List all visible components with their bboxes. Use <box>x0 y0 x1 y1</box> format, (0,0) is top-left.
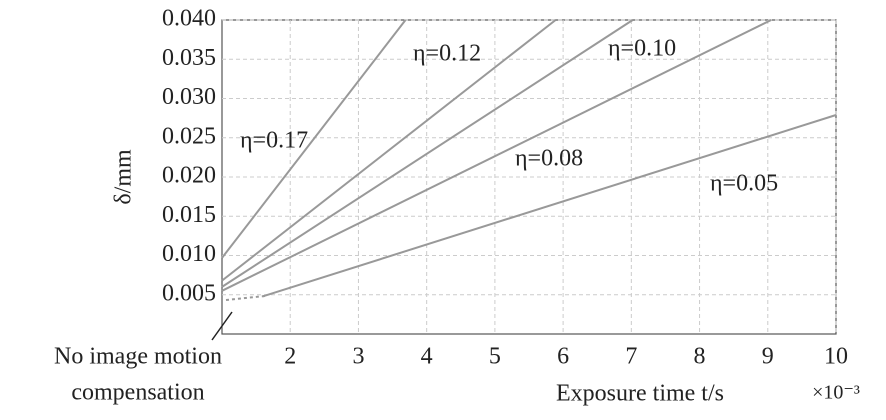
x-tick-label: 8 <box>694 344 706 370</box>
y-tick-label: 0.040 <box>162 6 216 32</box>
x-tick-label: 4 <box>421 344 433 370</box>
y-tick-label: 0.035 <box>162 45 216 71</box>
y-tick-label: 0.010 <box>162 241 216 267</box>
data-line <box>221 19 772 292</box>
x-tick-label: 7 <box>625 344 637 370</box>
line-label: η=0.17 <box>240 128 308 154</box>
data-line <box>221 19 557 282</box>
x-tick-label: 5 <box>489 344 501 370</box>
x-tick-label: 2 <box>284 344 296 370</box>
data-line <box>221 19 634 288</box>
dashed-start <box>225 295 266 301</box>
x-tick-label: 9 <box>762 344 774 370</box>
line-label: η=0.08 <box>515 146 583 172</box>
annotation-arrow <box>211 311 233 341</box>
data-line <box>262 114 837 298</box>
line-label: η=0.05 <box>710 171 778 197</box>
y-tick-label: 0.020 <box>162 163 216 189</box>
annotation: compensation <box>71 380 204 406</box>
y-tick-label: 0.030 <box>162 84 216 110</box>
y-tick-label: 0.005 <box>162 280 216 306</box>
x-tick-label: 3 <box>352 344 364 370</box>
x-tick-label: 6 <box>557 344 569 370</box>
x-unit: ×10⁻³ <box>812 382 860 404</box>
line-label: η=0.10 <box>608 36 676 62</box>
y-tick-label: 0.015 <box>162 202 216 228</box>
line-label: η=0.12 <box>413 41 481 67</box>
x-axis-label: Exposure time t/s <box>556 381 724 407</box>
data-line <box>221 19 407 259</box>
y-tick-label: 0.025 <box>162 123 216 149</box>
annotation: No image motion <box>54 344 222 370</box>
y-axis-label: δ/mm <box>111 149 137 205</box>
x-tick-label: 10 <box>824 344 848 370</box>
